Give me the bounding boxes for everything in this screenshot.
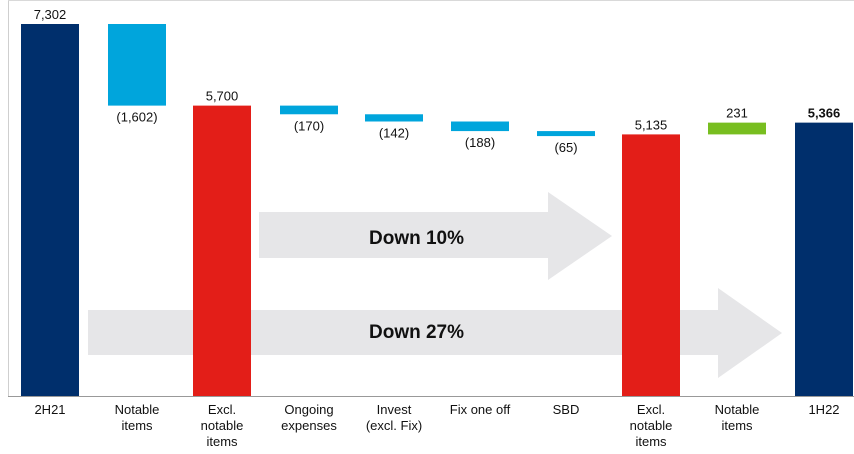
bar-1 xyxy=(21,24,79,396)
category-label-9: Notable items xyxy=(715,402,760,433)
bar-10 xyxy=(795,123,853,396)
value-label-8: 5,135 xyxy=(635,117,668,132)
value-label-7: (65) xyxy=(554,140,577,155)
bar-3 xyxy=(193,106,251,396)
bar-4 xyxy=(280,106,338,115)
value-label-1: 7,302 xyxy=(34,7,67,22)
category-label-8: Excl. notable items xyxy=(630,402,673,449)
category-label-1: 2H21 xyxy=(34,402,65,417)
value-label-10: 5,366 xyxy=(808,106,841,121)
value-label-6: (188) xyxy=(465,135,495,150)
bar-8 xyxy=(622,134,680,396)
category-label-5: Invest (excl. Fix) xyxy=(366,402,422,433)
bar-2 xyxy=(108,24,166,106)
category-label-6: Fix one off xyxy=(450,402,511,417)
value-label-4: (170) xyxy=(294,118,324,133)
bar-6 xyxy=(451,122,509,132)
annotation-down-10: Down 10% xyxy=(369,228,464,250)
value-label-3: 5,700 xyxy=(206,89,239,104)
value-label-5: (142) xyxy=(379,126,409,141)
bar-5 xyxy=(365,114,423,121)
category-label-7: SBD xyxy=(553,402,580,417)
annotation-down-27: Down 27% xyxy=(369,322,464,344)
category-label-10: 1H22 xyxy=(808,402,839,417)
category-label-3: Excl. notable items xyxy=(201,402,244,449)
category-label-2: Notable items xyxy=(115,402,160,433)
bar-9 xyxy=(708,123,766,135)
category-label-4: Ongoing expenses xyxy=(281,402,337,433)
bar-7 xyxy=(537,131,595,136)
value-label-2: (1,602) xyxy=(116,110,157,125)
value-label-9: 231 xyxy=(726,106,748,121)
category-labels-layer: 2H21 Notable items Excl. notable items Ongoing… xyxy=(34,402,839,449)
